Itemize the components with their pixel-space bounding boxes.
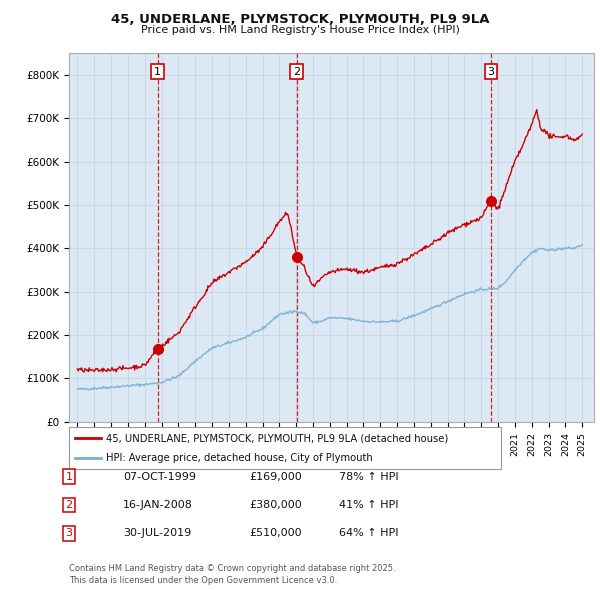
Text: Contains HM Land Registry data © Crown copyright and database right 2025.
This d: Contains HM Land Registry data © Crown c… (69, 564, 395, 585)
Text: 1: 1 (65, 472, 73, 481)
Text: Price paid vs. HM Land Registry's House Price Index (HPI): Price paid vs. HM Land Registry's House … (140, 25, 460, 35)
Text: HPI: Average price, detached house, City of Plymouth: HPI: Average price, detached house, City… (106, 454, 373, 463)
Text: 41% ↑ HPI: 41% ↑ HPI (339, 500, 398, 510)
Text: 45, UNDERLANE, PLYMSTOCK, PLYMOUTH, PL9 9LA: 45, UNDERLANE, PLYMSTOCK, PLYMOUTH, PL9 … (111, 13, 489, 26)
Text: 2: 2 (65, 500, 73, 510)
Text: 3: 3 (65, 529, 73, 538)
Text: 2: 2 (293, 67, 301, 77)
Text: 64% ↑ HPI: 64% ↑ HPI (339, 529, 398, 538)
Text: 78% ↑ HPI: 78% ↑ HPI (339, 472, 398, 481)
Text: 07-OCT-1999: 07-OCT-1999 (123, 472, 196, 481)
Text: £510,000: £510,000 (249, 529, 302, 538)
Text: 3: 3 (488, 67, 494, 77)
Text: 16-JAN-2008: 16-JAN-2008 (123, 500, 193, 510)
Text: £169,000: £169,000 (249, 472, 302, 481)
Text: 45, UNDERLANE, PLYMSTOCK, PLYMOUTH, PL9 9LA (detached house): 45, UNDERLANE, PLYMSTOCK, PLYMOUTH, PL9 … (106, 434, 448, 444)
Text: £380,000: £380,000 (249, 500, 302, 510)
Text: 1: 1 (154, 67, 161, 77)
Text: 30-JUL-2019: 30-JUL-2019 (123, 529, 191, 538)
